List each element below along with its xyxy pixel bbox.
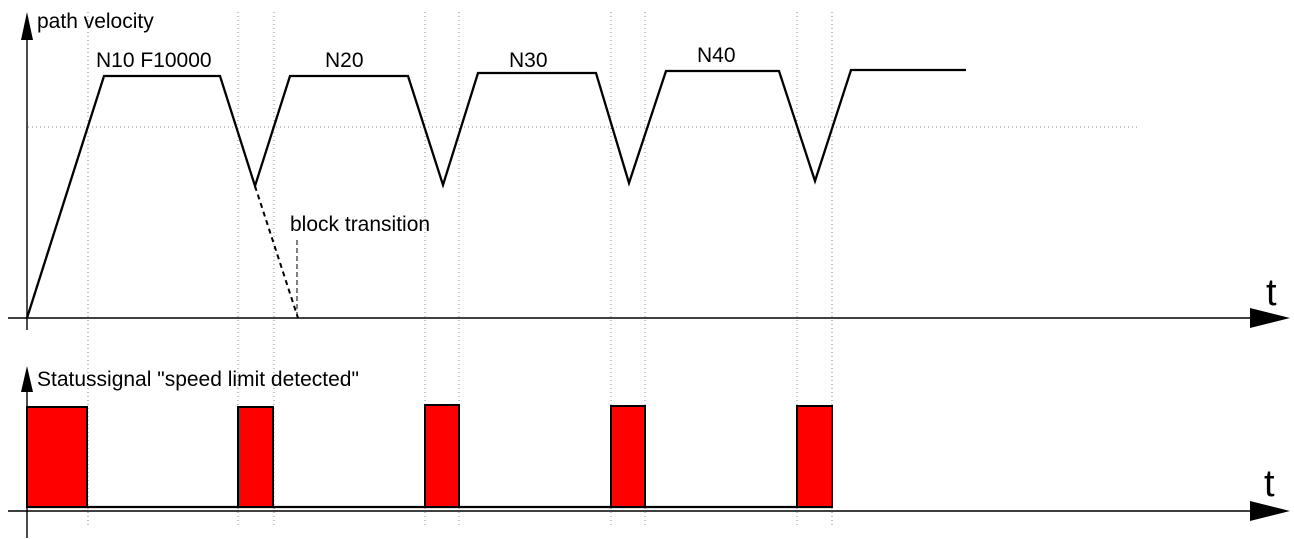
velocity-time-axis-arrow-icon [1250, 308, 1290, 328]
block-label-n40: N40 [697, 44, 736, 67]
block-transition-label: block transition [290, 213, 430, 236]
velocity-y-axis-arrow-icon [21, 12, 33, 40]
grid-lines [28, 12, 1140, 528]
velocity-axis-label: path velocity [37, 10, 154, 33]
status-time-axis-arrow-icon [1250, 501, 1290, 521]
signal-pulse [610, 405, 646, 508]
extrapolated-deceleration-line [254, 185, 299, 319]
block-label-n10: N10 F10000 [96, 49, 212, 72]
signal-pulse [26, 406, 88, 508]
velocity-plot: path velocity t N10 F10000 N20 N30 N40 b… [8, 10, 1290, 330]
status-plot: Statussignal "speed limit detected" t [8, 366, 1290, 538]
block-label-n30: N30 [509, 49, 548, 72]
signal-pulse [237, 406, 274, 508]
status-axis-label: Statussignal "speed limit detected" [37, 368, 359, 391]
block-label-n20: N20 [325, 49, 364, 72]
path-velocity-curve [25, 68, 966, 319]
velocity-time-label: t [1266, 272, 1277, 314]
signal-pulse [796, 405, 833, 508]
status-y-axis-arrow-icon [21, 366, 33, 392]
status-time-label: t [1264, 463, 1275, 505]
signal-pulse [424, 404, 460, 508]
